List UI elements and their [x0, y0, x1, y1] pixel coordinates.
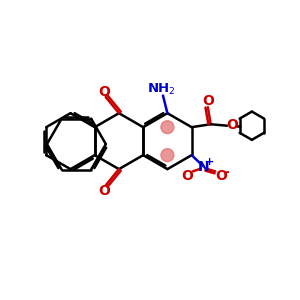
- Text: O: O: [202, 94, 214, 108]
- Text: O: O: [226, 118, 238, 132]
- Circle shape: [161, 149, 174, 162]
- Text: +: +: [205, 157, 214, 167]
- Text: O: O: [98, 184, 110, 198]
- Text: O: O: [181, 169, 193, 183]
- Text: -: -: [224, 165, 229, 179]
- Text: O: O: [98, 85, 110, 99]
- Text: O: O: [215, 169, 227, 183]
- Circle shape: [161, 121, 174, 134]
- Text: N: N: [198, 160, 210, 174]
- Text: NH$_2$: NH$_2$: [147, 82, 176, 97]
